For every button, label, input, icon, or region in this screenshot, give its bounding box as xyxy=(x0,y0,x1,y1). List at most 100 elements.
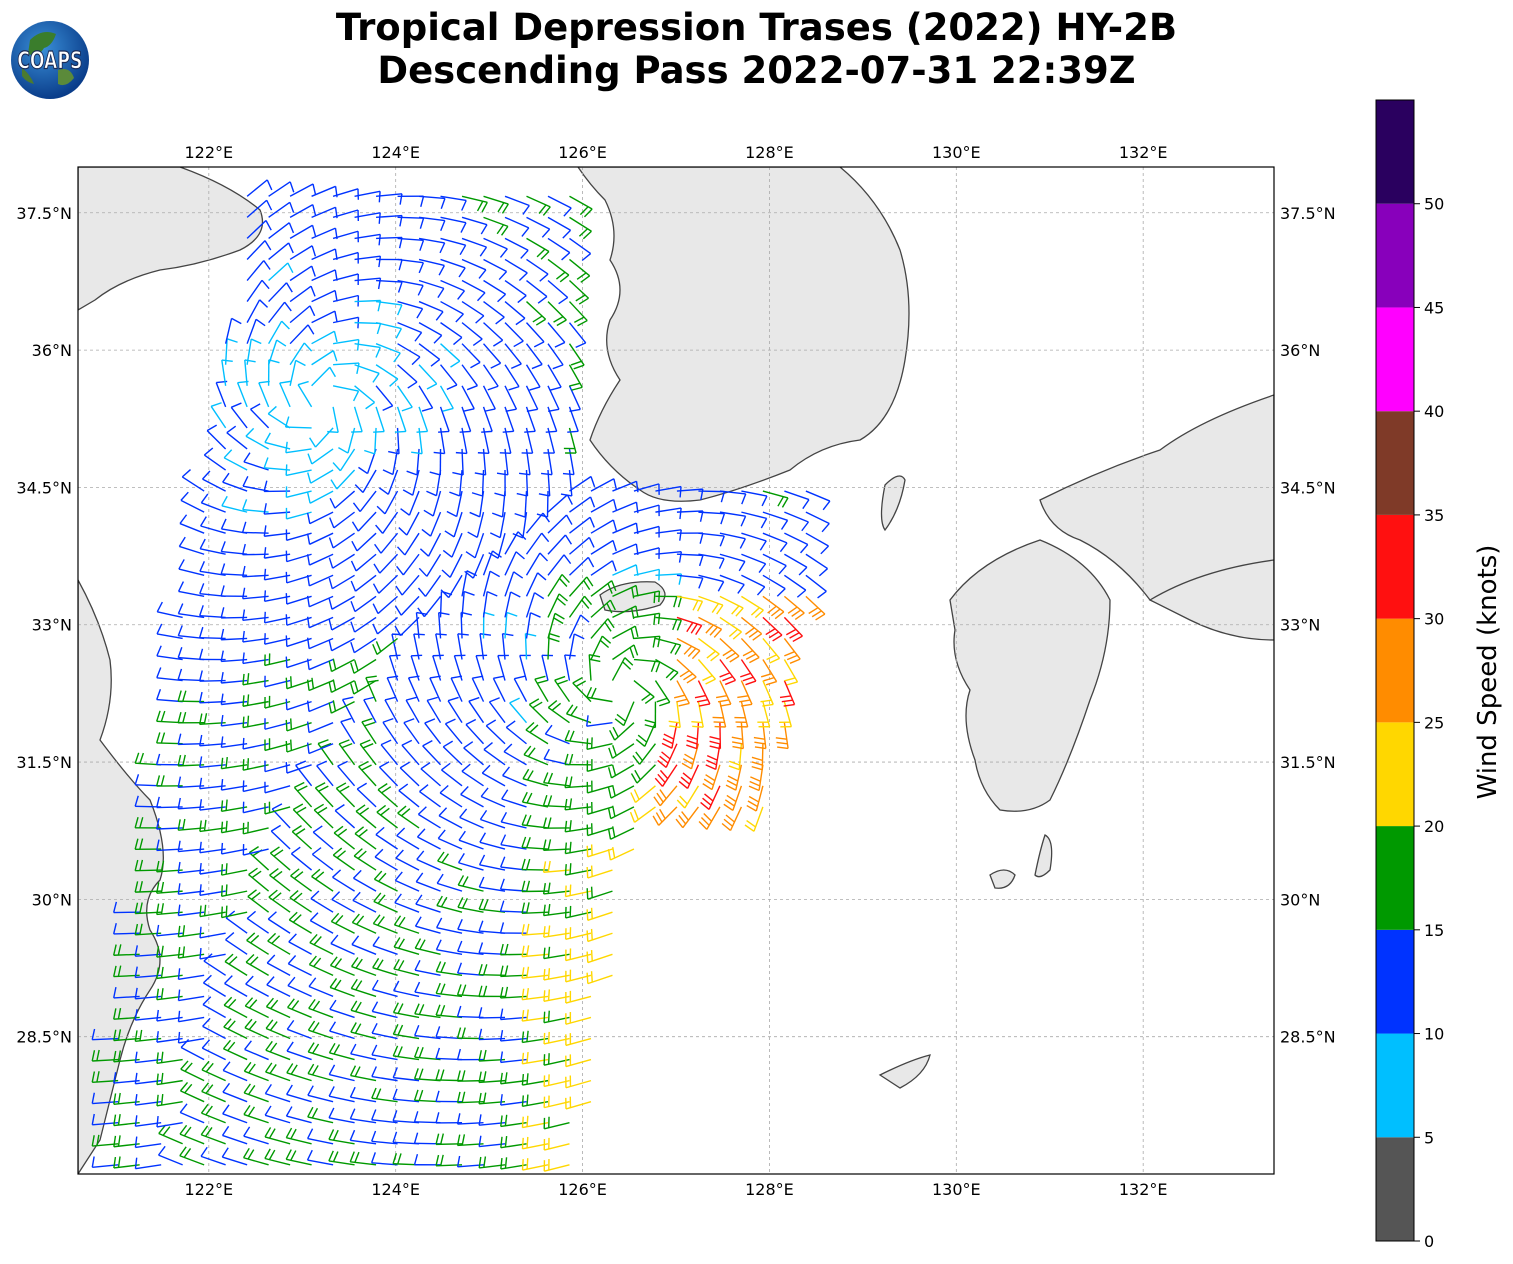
barb-feather xyxy=(313,957,322,967)
barb-feather xyxy=(117,1114,121,1126)
barb-feather xyxy=(569,408,581,412)
barb-staff xyxy=(397,321,422,334)
barb-feather xyxy=(526,814,532,826)
wind-barb xyxy=(751,743,764,771)
wind-barb xyxy=(568,385,581,412)
barb-staff xyxy=(288,919,312,934)
barb-feather xyxy=(696,699,708,703)
wind-barb xyxy=(306,553,334,566)
barb-feather xyxy=(264,1105,272,1116)
barb-staff xyxy=(545,733,570,745)
barb-feather xyxy=(481,430,493,433)
barb-feather xyxy=(604,621,612,632)
barb-feather xyxy=(499,922,505,934)
wind-barb xyxy=(267,932,291,955)
barb-staff xyxy=(509,702,528,724)
barb-staff xyxy=(418,258,445,267)
barb-staff xyxy=(286,1072,312,1082)
barb-feather xyxy=(476,200,484,212)
barb-feather xyxy=(527,747,536,757)
wind-barb xyxy=(421,511,442,537)
barb-feather xyxy=(355,980,363,991)
barb-staff xyxy=(407,677,420,702)
wind-barb xyxy=(328,1129,355,1145)
barb-feather xyxy=(227,1041,236,1052)
wind-barb xyxy=(461,763,484,787)
barb-feather xyxy=(516,492,528,497)
barb-feather xyxy=(540,251,550,260)
barb-feather xyxy=(365,401,375,410)
barb-staff xyxy=(572,682,592,703)
barb-feather xyxy=(182,946,186,958)
wind-barb xyxy=(200,1125,226,1145)
wind-barb xyxy=(352,891,377,913)
barb-staff xyxy=(225,939,248,955)
barb-feather xyxy=(332,847,343,856)
barb-staff xyxy=(307,1116,334,1124)
barb-staff xyxy=(661,764,678,787)
barb-feather xyxy=(499,1051,504,1063)
barb-feather xyxy=(220,585,225,597)
barb-feather xyxy=(504,1114,508,1126)
barb-feather xyxy=(285,1106,293,1117)
wind-barb xyxy=(226,425,248,450)
wind-barb xyxy=(784,553,808,576)
colorbar-tick-label: 45 xyxy=(1424,298,1444,317)
barb-feather xyxy=(563,554,572,565)
wind-barb xyxy=(341,696,356,724)
barb-staff xyxy=(399,767,420,787)
barb-feather xyxy=(372,603,379,614)
barb-staff xyxy=(741,532,767,542)
barb-feather xyxy=(220,757,224,769)
barb-staff xyxy=(329,986,355,998)
barb-feather xyxy=(392,1067,398,1078)
barb-staff xyxy=(569,237,592,255)
barb-staff xyxy=(483,322,504,341)
barb-feather xyxy=(388,450,400,455)
barb-staff xyxy=(741,574,766,588)
barb-staff xyxy=(328,1160,355,1166)
barb-staff xyxy=(483,216,509,228)
barb-feather xyxy=(134,795,139,807)
barb-staff xyxy=(504,591,512,618)
barb-staff xyxy=(268,896,291,913)
wind-barb xyxy=(753,722,767,750)
barb-feather xyxy=(242,673,245,685)
barb-staff xyxy=(459,816,484,829)
wind-barb xyxy=(399,761,420,787)
barb-feather xyxy=(307,1042,315,1053)
wind-barb xyxy=(424,718,442,745)
barb-feather xyxy=(372,583,380,594)
barb-feather xyxy=(398,938,405,949)
barb-feather xyxy=(435,1133,440,1145)
barb-feather xyxy=(370,1152,376,1164)
wind-barb xyxy=(398,511,420,536)
barb-feather xyxy=(349,1065,357,1076)
barb-staff xyxy=(504,551,517,576)
barb-feather xyxy=(251,870,262,879)
barb-feather xyxy=(200,1125,209,1136)
barb-feather xyxy=(686,676,697,684)
wind-barb xyxy=(350,637,377,654)
barb-feather xyxy=(264,1127,272,1138)
barb-feather xyxy=(156,1073,159,1085)
barb-feather xyxy=(547,1010,550,1022)
barb-feather xyxy=(372,644,378,655)
barb-feather xyxy=(478,1092,482,1104)
wind-barb xyxy=(435,961,463,977)
wind-barb xyxy=(698,595,724,615)
barb-feather xyxy=(564,753,569,765)
barb-feather xyxy=(526,1136,529,1148)
barb-feather xyxy=(352,502,361,513)
wind-barb xyxy=(417,595,442,618)
barb-staff xyxy=(655,551,682,555)
barb-staff xyxy=(415,903,441,913)
barb-feather xyxy=(113,1050,117,1062)
barb-staff xyxy=(202,1025,226,1040)
barb-feather xyxy=(414,960,421,971)
wind-barb xyxy=(741,511,768,529)
barb-feather xyxy=(243,1061,252,1072)
wind-barb xyxy=(349,1108,377,1124)
barb-staff xyxy=(565,995,592,1004)
barb-feather xyxy=(177,797,181,809)
